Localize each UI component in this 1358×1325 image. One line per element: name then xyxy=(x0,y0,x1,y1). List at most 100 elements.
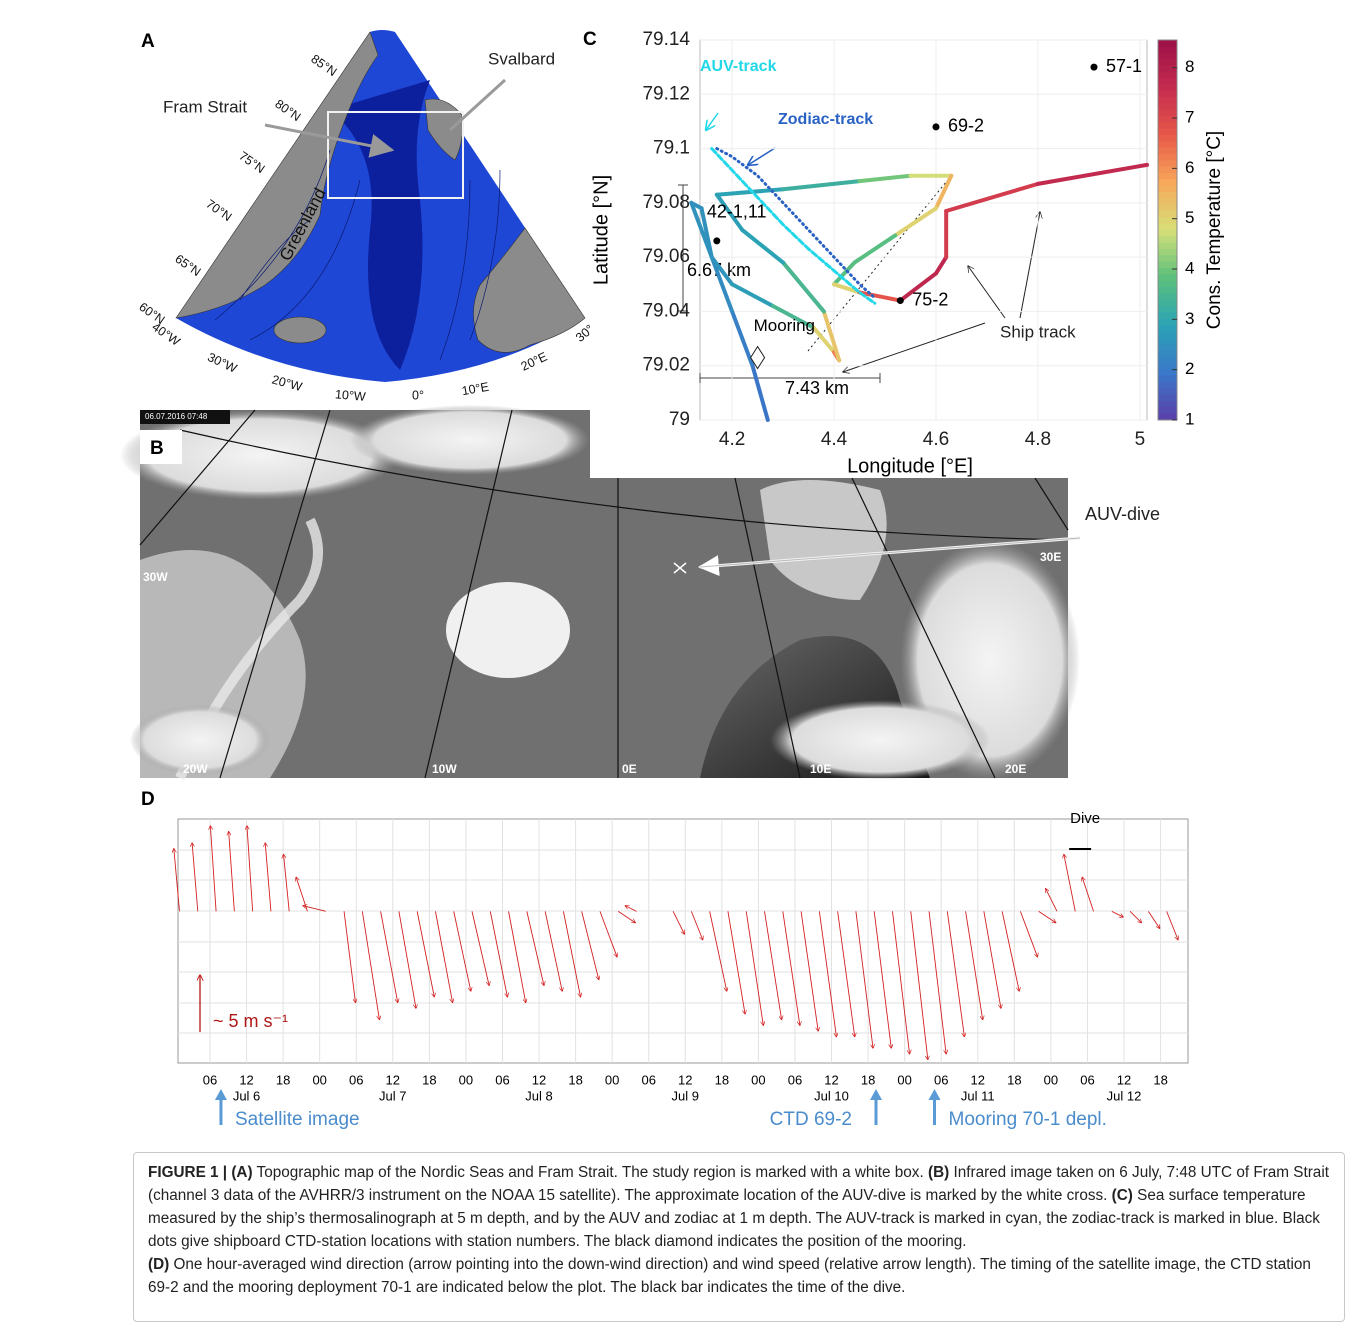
day-label: Jul 8 xyxy=(525,1088,552,1103)
ship-track-segment xyxy=(832,282,862,295)
plot-frame xyxy=(177,818,1189,1064)
event-arrowhead xyxy=(928,1089,941,1100)
colorbar-frame xyxy=(1157,39,1178,421)
wind-stick xyxy=(892,911,909,1054)
wind-stick xyxy=(782,911,800,1025)
lat-label: 85°N xyxy=(308,52,339,79)
track-label: Zodiac-track xyxy=(778,111,873,128)
caption-label: (C) xyxy=(1111,1187,1133,1204)
colorbar-cell xyxy=(1158,71,1177,79)
colorbar-cell xyxy=(1158,230,1177,237)
lon-label: 10°W xyxy=(334,387,366,404)
wind-stick xyxy=(435,911,452,1002)
x-tick-label: 00 xyxy=(312,1072,326,1087)
colorbar-cell xyxy=(1158,274,1177,282)
marker-label: AUV-dive xyxy=(1085,504,1160,524)
station-dot xyxy=(932,123,940,131)
x-tick-label: 12 xyxy=(678,1072,692,1087)
colorbar-tick-label: 4 xyxy=(1185,258,1194,277)
wind-stick xyxy=(1038,910,1056,922)
ship-track-segment xyxy=(781,179,862,192)
lon-label: 30E xyxy=(1040,550,1061,564)
x-tick-label: 06 xyxy=(495,1072,509,1087)
colorbar-cell xyxy=(1158,103,1177,111)
lon-label: 30°W xyxy=(205,350,239,376)
x-tick-label: 12 xyxy=(971,1072,985,1087)
colorbar-cell xyxy=(1158,249,1177,256)
x-tick-label: 06 xyxy=(349,1072,363,1087)
colorbar-cell xyxy=(1158,135,1177,142)
colorbar-cell xyxy=(1158,331,1177,339)
colorbar-title: Cons. Temperature [°C] xyxy=(1204,131,1225,329)
station-dot xyxy=(713,237,721,245)
cloud xyxy=(350,405,590,475)
x-tick-label: 12 xyxy=(824,1072,838,1087)
x-tick-label: 12 xyxy=(239,1072,253,1087)
caption-paragraph: FIGURE 1 | (A) Topographic map of the No… xyxy=(148,1161,1330,1253)
caption-label: (D) xyxy=(148,1256,170,1273)
colorbar-cell xyxy=(1158,192,1177,199)
mooring-label: Mooring xyxy=(754,316,815,335)
day-label: Jul 6 xyxy=(233,1088,260,1103)
x-tick-label: 4.4 xyxy=(821,429,848,450)
caption-text: Sea surface temperature measured by the … xyxy=(148,1187,1320,1250)
label-bg xyxy=(140,430,182,464)
colorbar-cell xyxy=(1158,90,1177,98)
wind-stick xyxy=(581,911,599,979)
wind-stick xyxy=(800,911,818,1031)
colorbar-cell xyxy=(1158,344,1177,351)
colorbar-cell xyxy=(1158,84,1177,92)
lon-label: 40°W xyxy=(149,320,182,349)
colorbar-tick-label: 6 xyxy=(1185,158,1194,177)
mooring xyxy=(750,345,766,370)
wind-stick xyxy=(818,911,836,1036)
colorbar-cell xyxy=(1158,382,1177,389)
lon-label: 10W xyxy=(432,762,457,776)
station-label: 69-2 xyxy=(948,116,984,136)
colorbar-cell xyxy=(1158,173,1177,180)
svalbard xyxy=(424,98,463,161)
panel-c: AUV-dive 6.67 km 7.43 km C4.2 4.4 4.6 4.8 57… xyxy=(583,25,1358,577)
wind-stick xyxy=(380,911,398,1002)
y-tick-label: 79.06 xyxy=(642,246,690,267)
colorbar-cell xyxy=(1158,325,1177,332)
place-label: Fram Strait xyxy=(163,97,247,116)
ship-track-segment xyxy=(740,228,786,265)
station-dot xyxy=(896,297,904,305)
y-tick-label: 79.14 xyxy=(642,29,690,50)
colorbar-cell xyxy=(1158,255,1177,263)
wind-stick xyxy=(618,910,635,922)
wind-stick xyxy=(764,911,782,1019)
wind-stick xyxy=(229,832,235,912)
wind-stick xyxy=(625,906,637,912)
panel-label: D xyxy=(141,789,155,810)
x-tick-label: 18 xyxy=(568,1072,582,1087)
ship-track-segment xyxy=(893,206,938,238)
wind-stick xyxy=(398,911,416,1008)
colorbar-cell xyxy=(1158,312,1177,320)
colorbar-cell xyxy=(1158,109,1177,117)
arrow xyxy=(1019,212,1040,319)
wind-stick xyxy=(690,911,702,940)
y-tick-label: 79.12 xyxy=(642,83,690,104)
lon-label: 0E xyxy=(622,762,637,776)
wind-stick xyxy=(928,911,946,1054)
figure: A Fram Strait Svalbard Greenland 85°N 80… xyxy=(120,25,1358,1131)
caption: FIGURE 1 | (A) Topographic map of the No… xyxy=(133,1152,1345,1322)
wind-stick xyxy=(174,849,180,912)
cloud xyxy=(770,700,990,780)
ship-track-segment xyxy=(699,206,714,260)
wind-stick xyxy=(210,826,217,912)
x-tick-label: 00 xyxy=(1044,1072,1058,1087)
colorbar-cell xyxy=(1158,401,1177,408)
colorbar-cell xyxy=(1158,413,1177,421)
x-tick-label: 00 xyxy=(459,1072,473,1087)
x-tick-label: 18 xyxy=(1153,1072,1167,1087)
colorbar-cell xyxy=(1158,52,1177,60)
scandinavia xyxy=(473,227,586,353)
panel-label: A xyxy=(141,31,155,52)
caption-label: (B) xyxy=(927,1164,950,1181)
ship-track-segment xyxy=(933,173,954,211)
colorbar-cell xyxy=(1158,268,1177,275)
